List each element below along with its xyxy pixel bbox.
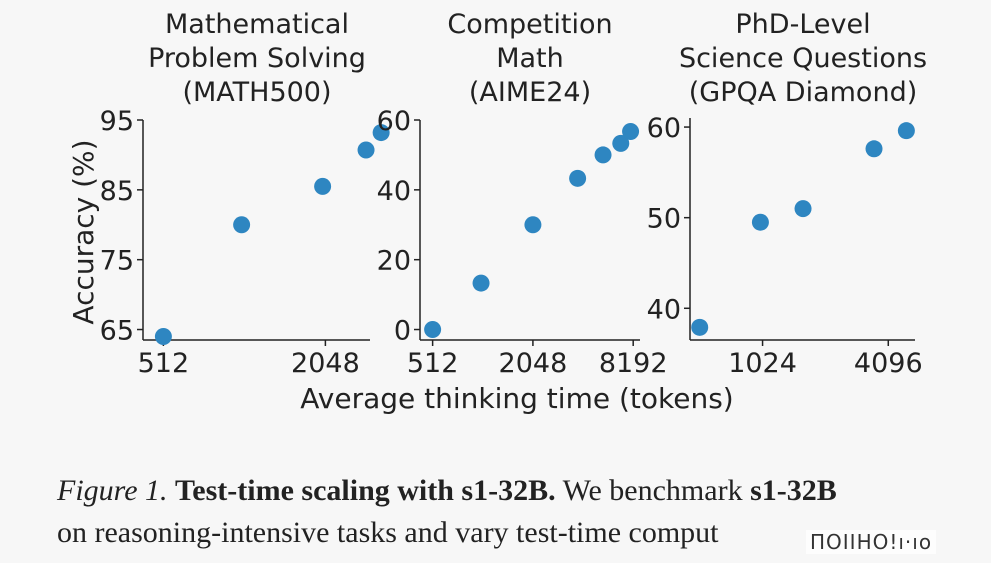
panel-2-data-point — [622, 123, 640, 141]
panel-2-data-point — [472, 274, 490, 292]
panel-2-data-point — [569, 169, 587, 187]
panel-1-data-point — [154, 328, 172, 346]
panel-3-title-line-2: Science Questions — [679, 43, 927, 74]
y-axis-label: Accuracy (%) — [67, 139, 100, 324]
panel-1-data-point — [314, 177, 332, 195]
panel-2-data-point — [424, 321, 442, 339]
panel-1-y-tick-label: 85 — [100, 176, 134, 207]
panel-1-x-tick-label: 512 — [138, 348, 190, 379]
panel-2-y-tick-label: 0 — [394, 316, 411, 347]
panel-3-y-tick-label: 50 — [647, 204, 681, 235]
panel-2-x-tick-label: 2048 — [499, 348, 568, 379]
panel-1-y-tick-label: 65 — [100, 316, 134, 347]
panel-1-title-line-2: Problem Solving — [148, 43, 366, 74]
caption-text: We benchmark — [555, 474, 751, 507]
panel-2-data-point — [612, 134, 630, 152]
panel-3-y-tick-label: 40 — [647, 294, 681, 325]
panel-3-data-point — [897, 122, 915, 140]
panel-1-title-line-1: Mathematical — [165, 9, 349, 40]
panel-1-data-point — [372, 124, 390, 142]
panel-1-data-point — [233, 216, 251, 234]
panel-2-data-point — [524, 216, 542, 234]
caption-figure-label: Figure 1. — [57, 474, 168, 507]
x-axis-label: Average thinking time (tokens) — [300, 382, 733, 415]
panel-2-title-line-3: (AIME24) — [469, 77, 591, 108]
watermark: ΠOIIHO!ı·ıo — [806, 530, 937, 554]
panel-3-x-tick-label: 4096 — [854, 348, 923, 379]
panel-1-data-point — [357, 141, 375, 159]
caption-bold-lead: Test-time scaling with s1-32B. — [175, 474, 556, 507]
panel-3-title-line-3: (GPQA Diamond) — [689, 77, 918, 108]
panel-2-y-tick-label: 40 — [377, 176, 411, 207]
figure-caption: Figure 1. Test-time scaling with s1-32B.… — [57, 470, 977, 554]
panel-2-y-tick-label: 60 — [377, 106, 411, 137]
caption-model-name: s1-32B — [750, 474, 837, 507]
panel-3-x-tick-label: 1024 — [728, 348, 797, 379]
panel-3-data-point — [794, 200, 812, 218]
panel-1-y-tick-label: 75 — [100, 246, 134, 277]
caption-line-2: on reasoning-intensive tasks and vary te… — [57, 516, 719, 549]
panel-2-title-line-1: Competition — [447, 9, 612, 40]
panel-2-y-tick-label: 20 — [377, 246, 411, 277]
panel-1-title-line-3: (MATH500) — [182, 77, 331, 108]
panel-3-y-tick-label: 60 — [647, 113, 681, 144]
panel-1-x-tick-label: 2048 — [291, 348, 360, 379]
panel-3-data-point — [691, 318, 709, 336]
panel-2-x-tick-label: 8192 — [599, 348, 668, 379]
panel-3-data-point — [751, 213, 769, 231]
panel-3-title-line-1: PhD-Level — [735, 9, 870, 40]
panel-2-data-point — [594, 146, 612, 164]
panel-2-x-tick-label: 512 — [407, 348, 459, 379]
panel-2-title-line-2: Math — [496, 43, 564, 74]
panel-3-data-point — [865, 140, 883, 158]
panel-1-y-tick-label: 95 — [100, 106, 134, 137]
